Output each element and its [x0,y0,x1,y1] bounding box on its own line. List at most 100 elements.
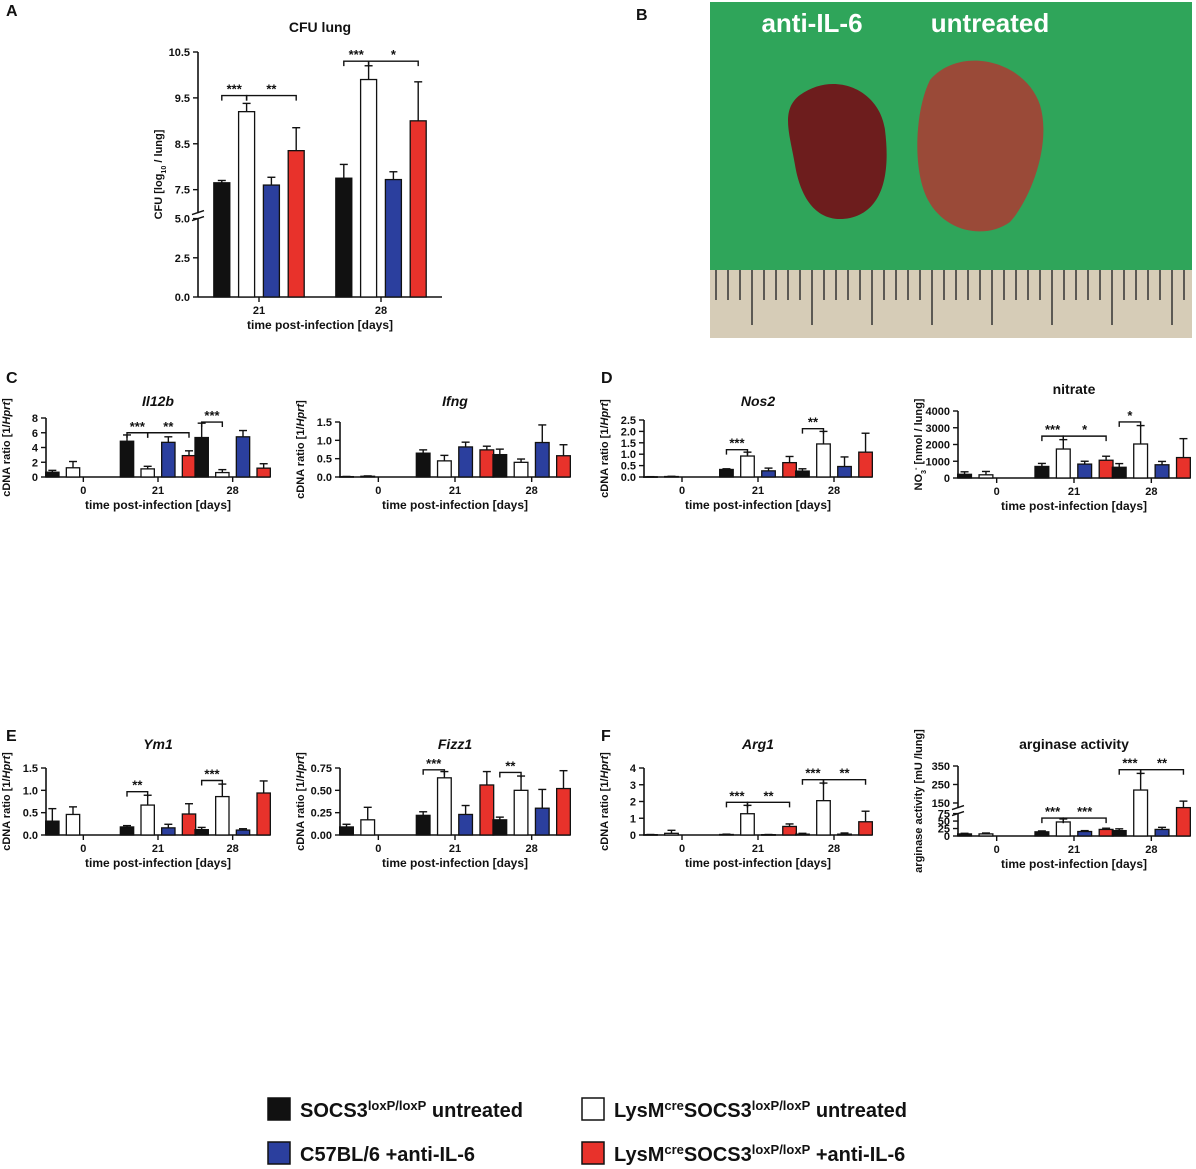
y-tick-label: 0.5 [317,454,332,466]
x-axis-label: time post-infection [days] [685,856,831,870]
x-axis-label: time post-infection [days] [85,498,231,512]
bar-ko [360,475,376,478]
chart-E2: Fizz1 0.00 0.25 0.50 0.75 cDNA ratio [1/Hprt]… [295,736,571,870]
chart-title: Fizz1 [438,736,472,752]
bar-ko [664,475,679,478]
bar-ctrl [795,470,810,478]
y-tick-label: 0.00 [311,830,332,842]
legend-swatch-ko_il6 [581,1141,605,1165]
bar-wt [837,833,852,836]
bar-ko [513,461,529,478]
legend-label-ko_il6: LysMcreSOCS3loxP/loxP +anti-IL-6 [614,1142,905,1167]
y-tick-label: 8.5 [175,139,190,151]
x-axis-label: time post-infection [days] [1001,857,1147,871]
chart-title: CFU lung [289,19,351,35]
x-axis-label: time post-infection [days] [85,856,231,870]
legend-label-ctrl: SOCS3loxP/loxP untreated [300,1098,523,1123]
legend-swatch-wt [267,1141,291,1165]
bar-ko_il6 [1175,456,1191,479]
bar-ctrl [339,826,354,836]
x-tick-label: 21 [253,305,265,317]
y-tick-label: 0.0 [175,292,190,304]
bar-ko_il6 [1098,828,1114,837]
significance-label: *** [1045,804,1061,819]
significance-label: ** [266,82,277,97]
significance-bracket [1062,435,1107,442]
significance-label: ** [1157,756,1168,771]
bar-ko_il6 [556,455,571,478]
chart-title: Nos2 [741,393,775,409]
bar-wt [161,827,176,836]
x-tick-label: 0 [375,843,381,855]
panel-label: A [6,3,18,20]
chart-title: arginase activity [1019,736,1129,752]
significance-label: * [1082,422,1088,437]
bar-ctrl [643,476,658,478]
panel-label: D [601,370,613,387]
y-tick-label: 4 [630,763,637,775]
x-tick-label: 0 [679,843,685,855]
x-axis-label: time post-infection [days] [1001,499,1147,513]
x-tick-label: 28 [227,485,239,497]
x-axis-label: time post-infection [days] [247,318,393,332]
y-tick-label: 5.0 [175,214,190,226]
chart-title: Ifng [442,393,468,409]
significance-label: ** [163,419,174,434]
bar-ctrl [119,826,135,836]
bar-ko [816,443,831,478]
significance-label: ** [808,415,819,430]
y-tick-label: 0 [944,473,950,485]
y-axis-label: cDNA ratio [1/Hprt] [1,398,13,497]
photo-ruler [710,270,1192,338]
bar-ko [1133,443,1149,479]
bar-ko_il6 [1098,459,1114,479]
significance-bracket [746,801,791,808]
bar-ko [978,833,994,837]
bar-ko_il6 [181,813,197,836]
chart-A: CFU lung A 0.0 2.5 5.0 7.5 8.5 9.5 10.5 CFU [log1… [6,3,442,332]
significance-label: *** [729,436,745,451]
significance-label: *** [1122,756,1138,771]
significance-label: *** [204,767,220,782]
bar-wt [1077,830,1093,837]
significance-label: *** [227,82,243,97]
significance-label: *** [1045,422,1061,437]
y-tick-label: 0.0 [317,472,332,484]
y-tick-label: 2 [32,457,38,469]
y-tick-label: 1.0 [621,449,636,461]
significance-bracket [245,94,297,101]
y-tick-label: 0 [944,831,950,843]
chart-F1: Arg1 F 0 1 2 3 4 cDNA ratio [1/Hprt] time post-i… [599,728,873,870]
x-tick-label: 21 [1068,844,1080,856]
bar-ko [1133,789,1149,837]
y-tick-label: 3 [630,780,636,792]
bar-ko_il6 [858,821,873,836]
y-axis-label: arginase activity [mU /lung] [913,729,925,873]
bar-wt [534,441,550,478]
axis-break-mark [191,209,205,216]
x-tick-label: 21 [752,843,764,855]
significance-label: ** [132,778,143,793]
x-tick-label: 0 [80,485,86,497]
bar-ctrl [719,468,734,478]
y-tick-label: 7.5 [175,185,190,197]
panel-label-B: B [636,7,648,24]
x-axis-label: time post-infection [days] [685,498,831,512]
bar-ko [65,813,81,836]
significance-label: ** [763,788,774,803]
y-tick-label: 350 [932,761,950,773]
y-axis-label: cDNA ratio [1/Hprt] [599,752,611,851]
y-tick-label: 2 [630,797,636,809]
x-tick-label: 28 [526,485,538,497]
bar-ko [237,111,256,298]
bar-wt [1154,828,1170,837]
bar-wt [1154,464,1170,479]
photo-label-right: untreated [931,8,1049,38]
y-tick-label: 25 [938,824,950,836]
bar-ctrl [795,833,810,836]
photo-label-left: anti-IL-6 [761,8,862,38]
y-tick-label: 1.5 [621,438,636,450]
y-tick-label: 75 [938,809,950,821]
y-tick-label: 1.5 [317,417,332,429]
y-tick-label: 4000 [926,406,950,418]
